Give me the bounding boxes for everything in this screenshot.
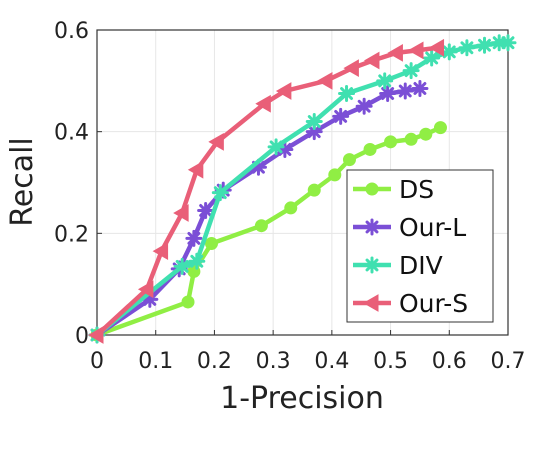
data-point-ds — [404, 132, 418, 146]
y-axis-title: Recall — [5, 137, 40, 227]
data-point-our-s — [407, 41, 424, 60]
x-tick-label: 0.6 — [432, 349, 467, 374]
data-point-div — [402, 62, 420, 80]
plot-frame — [96, 29, 509, 336]
data-point-div — [188, 252, 206, 270]
data-point-ds — [284, 201, 298, 215]
data-point-our-l — [305, 123, 323, 141]
data-point-our-l — [355, 97, 373, 115]
data-point-ds — [433, 121, 447, 135]
data-point-div — [305, 113, 323, 130]
data-point-ds — [254, 219, 268, 233]
legend-marker-div — [363, 256, 381, 274]
data-point-our-s — [316, 71, 333, 90]
data-point-our-l — [249, 158, 267, 176]
y-tick-label: 0.2 — [54, 222, 89, 247]
data-point-our-l — [332, 107, 350, 125]
data-point-div — [173, 257, 191, 275]
legend-marker-ds — [365, 182, 379, 196]
data-point-our-s — [173, 204, 189, 222]
x-tick-label: 0.7 — [491, 349, 526, 374]
data-point-our-l — [379, 85, 397, 103]
data-point-our-s — [275, 82, 292, 100]
legend-marker-our-l — [363, 218, 381, 236]
data-point-our-l — [197, 201, 215, 219]
legend-item-ds: DS — [353, 175, 434, 204]
data-point-our-s — [428, 38, 445, 57]
data-point-ds — [328, 168, 342, 182]
y-tick-label: 0 — [75, 324, 89, 349]
data-point-div — [440, 43, 458, 61]
data-point-our-s — [187, 160, 204, 179]
x-axis-title: 1-Precision — [220, 381, 384, 416]
legend-item-div: DIV — [353, 251, 443, 280]
data-point-ds — [384, 135, 398, 149]
data-point-our-l — [396, 82, 414, 100]
legend-item-our-s: Our-S — [353, 289, 468, 318]
data-point-ds — [342, 153, 356, 167]
x-tick-label: 0.1 — [138, 349, 173, 374]
data-point-our-l — [185, 229, 203, 247]
data-point-div — [458, 39, 476, 57]
data-point-ds — [204, 237, 218, 250]
data-point-div — [376, 72, 394, 90]
legend-label-ds: DS — [399, 175, 434, 204]
data-point-div — [490, 34, 508, 52]
legend-label-our-l: Our-L — [399, 213, 466, 242]
x-tick-label: 0.5 — [373, 349, 408, 374]
series-div — [88, 34, 517, 344]
data-point-div — [267, 138, 285, 156]
data-point-our-l — [411, 79, 429, 97]
legend: DS Our-L DIV Our-S — [346, 169, 494, 323]
data-point-our-s — [208, 132, 224, 151]
data-point-our-s — [363, 51, 380, 70]
data-point-div — [476, 36, 494, 54]
series-group — [87, 34, 517, 344]
axis-ticks: 0 0.1 0.2 0.3 0.4 0.5 0.6 0.7 0 0.2 0.4 0.6 — [54, 19, 526, 374]
data-point-our-s — [87, 326, 104, 344]
x-tick-label: 0.3 — [256, 349, 291, 374]
data-point-our-s — [152, 242, 169, 260]
x-tick-label: 0.2 — [197, 349, 232, 374]
data-point-ds — [419, 127, 433, 141]
data-point-ds — [307, 183, 321, 197]
legend-label-div: DIV — [399, 251, 443, 280]
data-point-ds — [363, 142, 377, 156]
series-our-s — [87, 38, 445, 344]
y-tick-label: 0.6 — [54, 19, 89, 44]
data-point-our-l — [141, 290, 159, 308]
x-tick-label: 0 — [90, 349, 104, 374]
data-point-div — [423, 49, 441, 67]
legend-marker-our-s — [362, 294, 379, 312]
data-point-div — [211, 184, 229, 202]
data-point-our-s — [343, 59, 359, 77]
data-point-our-l — [276, 140, 294, 158]
x-tick-label: 0.4 — [314, 349, 349, 374]
data-point-our-s — [387, 44, 403, 62]
legend-item-our-l: Our-L — [353, 213, 466, 242]
legend-label-our-s: Our-S — [399, 289, 468, 318]
y-tick-label: 0.4 — [54, 121, 89, 146]
data-point-div — [499, 34, 517, 52]
data-point-ds — [181, 295, 195, 309]
data-point-div — [338, 85, 356, 103]
data-point-our-s — [255, 94, 271, 113]
data-point-our-s — [137, 280, 154, 299]
